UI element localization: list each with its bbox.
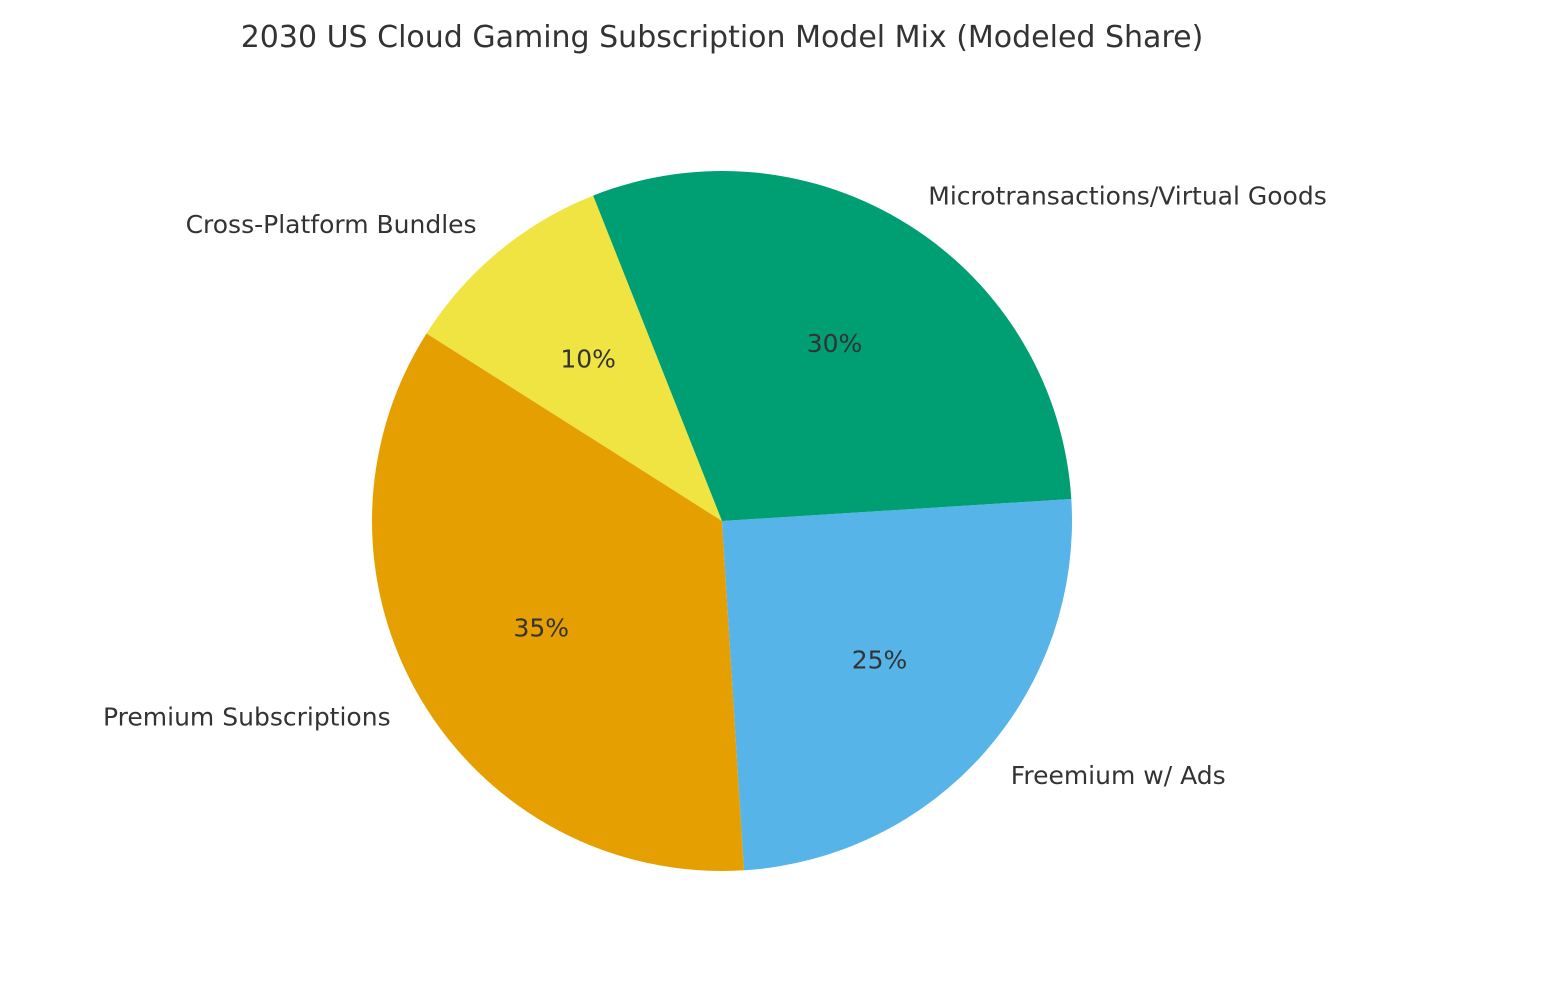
slice-category-label: Freemium w/ Ads — [1011, 761, 1226, 790]
pie-slice-premium-subscriptions — [372, 333, 744, 872]
slice-category-label: Premium Subscriptions — [103, 702, 391, 731]
pie-slice-microtransactions-virtual-goods — [593, 171, 1072, 521]
slice-category-label: Microtransactions/Virtual Goods — [928, 181, 1326, 210]
pie-labels: 10% Cross-Platform Bundles 35% Premium Subs… — [103, 181, 1327, 790]
chart-title: 2030 US Cloud Gaming Subscription Model … — [241, 20, 1204, 55]
slice-percent-label: 35% — [513, 613, 569, 642]
slice-percent-label: 30% — [807, 329, 863, 358]
slice-percent-label: 25% — [852, 645, 908, 674]
slice-percent-label: 10% — [560, 345, 616, 374]
pie-slice-freemium-w-ads — [722, 499, 1073, 871]
slice-category-label: Cross-Platform Bundles — [186, 210, 477, 239]
pie-slice-cross-platform-bundles — [426, 195, 722, 521]
pie-slices — [372, 171, 1073, 872]
